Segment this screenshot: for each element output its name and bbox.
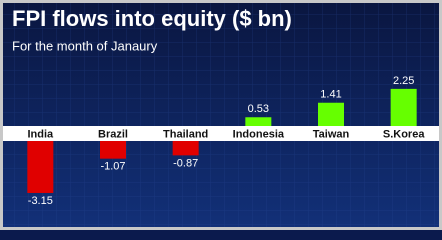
category-label: Brazil — [98, 128, 128, 140]
category-label: India — [27, 128, 54, 140]
bar — [245, 117, 272, 126]
bar — [27, 141, 54, 193]
chart: FPI flows into equity ($ bn) For the mon… — [0, 0, 442, 230]
category-label: Indonesia — [233, 128, 285, 140]
chart-title: FPI flows into equity ($ bn) — [12, 6, 292, 31]
background-grid — [3, 3, 439, 227]
chart-subtitle: For the month of Janaury — [12, 38, 158, 53]
value-label: 1.41 — [320, 89, 341, 101]
category-band — [3, 126, 439, 141]
category-label: Thailand — [163, 128, 208, 140]
value-label: 2.25 — [393, 75, 414, 87]
value-label: -3.15 — [28, 195, 53, 207]
category-label: S.Korea — [383, 128, 425, 140]
value-label: 0.53 — [248, 103, 269, 115]
bar — [318, 102, 344, 126]
bar — [390, 88, 417, 126]
value-label: -1.07 — [100, 161, 125, 173]
bar — [100, 141, 126, 159]
value-label: -0.87 — [173, 157, 198, 169]
bar — [172, 141, 199, 156]
category-label: Taiwan — [313, 128, 350, 140]
